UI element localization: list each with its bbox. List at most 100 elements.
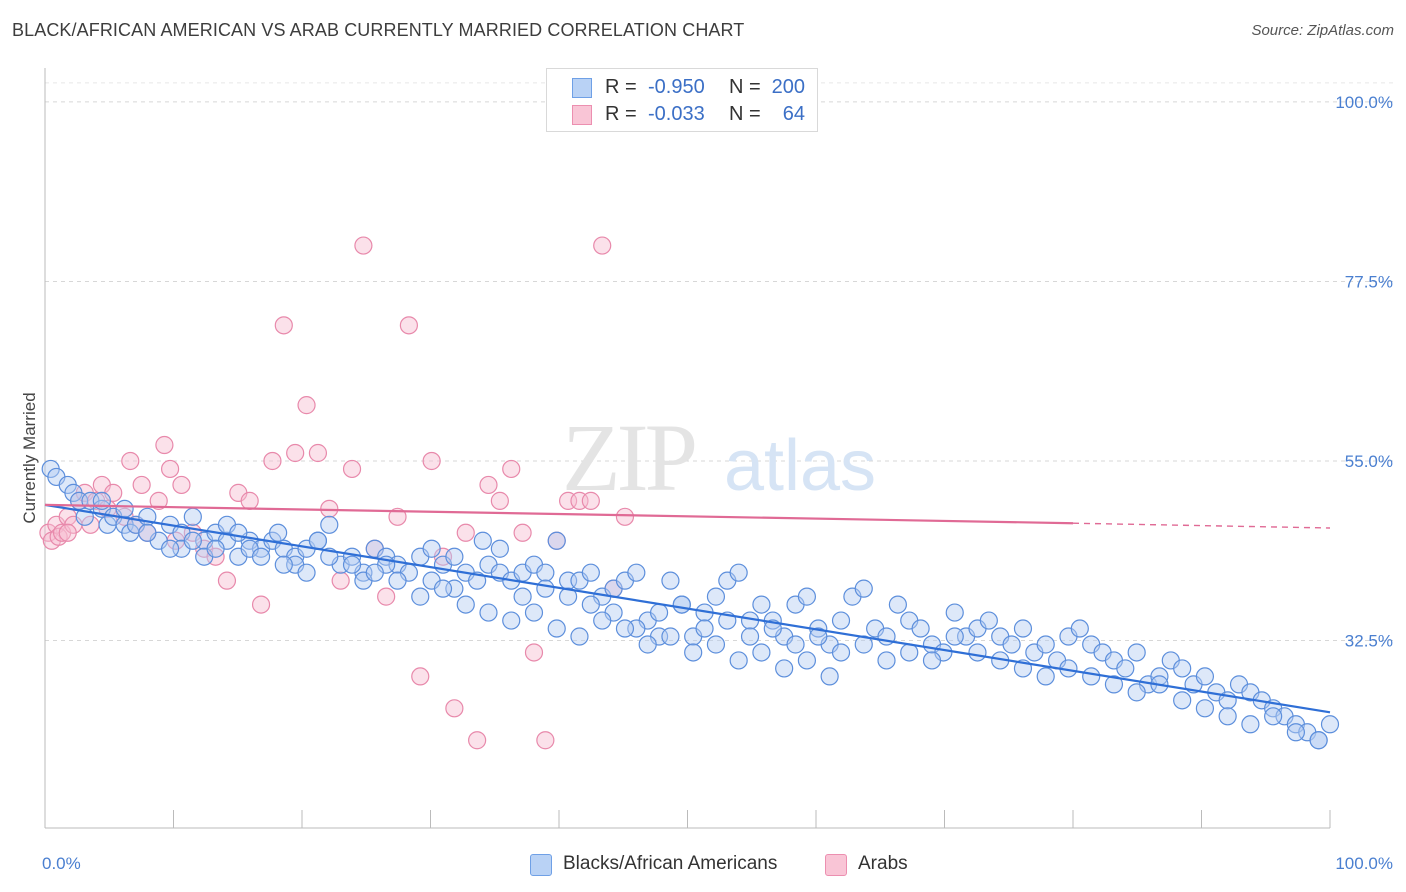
point-arabs [513,523,532,542]
point-blacks [269,523,288,542]
point-blacks [809,627,828,646]
point-blacks [1309,731,1328,750]
point-blacks [581,595,600,614]
point-blacks [706,587,726,606]
legend-label-arabs: Arabs [858,853,908,874]
point-blacks [831,643,851,662]
tick-labels: 32.5% 55.0% 77.5% 100.0% 0.0% 100.0% [42,93,1393,873]
legend-r-value-arabs: -0.033 [648,103,705,125]
x-tick-label: 0.0% [42,854,81,873]
legend-row-arabs: R = -0.033 N = 64 [547,102,817,128]
point-arabs [251,595,271,614]
point-blacks [820,667,839,686]
point-arabs [581,491,600,510]
point-blacks [206,539,225,558]
point-arabs [58,523,77,542]
point-blacks [115,499,134,518]
point-arabs [297,396,316,415]
legend-swatch-arabs [572,105,592,125]
point-blacks [763,619,782,638]
point-blacks [1320,715,1340,734]
point-blacks [1082,667,1101,686]
point-arabs [217,571,237,590]
point-blacks [661,627,680,646]
point-blacks [1013,619,1033,638]
point-blacks [183,507,202,526]
point-blacks [445,547,464,566]
point-blacks [672,595,691,614]
point-blacks [615,619,635,638]
point-blacks [627,563,646,582]
point-blacks [911,619,930,638]
point-blacks [831,611,851,630]
point-blacks [473,531,492,550]
point-blacks [229,523,248,542]
legend-n-label: N = [729,103,761,125]
point-arabs [132,475,151,495]
point-blacks [513,587,532,606]
y-tick-label: 77.5% [1345,272,1393,291]
point-blacks [547,619,566,638]
point-blacks [479,603,498,622]
point-blacks [251,547,271,566]
point-blacks [684,643,703,662]
point-blacks [536,579,555,598]
point-arabs [422,451,441,471]
point-blacks [877,651,896,670]
point-arabs [456,523,475,542]
point-arabs [172,475,191,495]
point-arabs [479,475,498,495]
point-arabs [593,236,612,255]
x-tick-label: 100.0% [1335,854,1393,873]
watermark: ZIP atlas [562,404,876,511]
point-blacks [922,651,942,670]
trend-line-blacks [44,503,1331,714]
legend-label-blacks: Blacks/African Americans [563,853,778,874]
point-blacks [320,515,339,534]
point-arabs [263,451,282,471]
point-blacks [1195,667,1215,686]
point-blacks [752,595,771,614]
y-tick-label: 32.5% [1345,632,1393,651]
legend-r-label: R = [605,76,637,98]
point-arabs [342,459,362,479]
point-blacks [524,603,544,622]
point-blacks [661,571,680,590]
point-arabs [160,459,180,479]
point-blacks [365,563,384,582]
legend-swatch-arabs [825,854,847,876]
watermark-atlas: atlas [724,426,876,506]
series-arabs-points [39,236,635,750]
point-blacks [411,587,430,606]
point-blacks [740,627,760,646]
point-blacks [752,643,771,662]
point-blacks [1286,723,1305,742]
point-blacks [297,563,316,582]
point-blacks [1264,707,1283,726]
point-blacks [308,531,328,550]
point-blacks [1173,691,1192,710]
legend-series: Blacks/African Americans Arabs [0,850,1406,880]
chart-title: BLACK/AFRICAN AMERICAN VS ARAB CURRENTLY… [12,20,745,40]
point-blacks [1218,707,1237,726]
trend-line-arabs-extension [1072,522,1331,529]
point-arabs [411,667,430,686]
point-blacks [1104,675,1124,694]
point-blacks [775,659,794,678]
point-blacks [797,587,817,606]
legend-row-blacks: R = -0.950 N = 200 [547,75,817,101]
point-arabs [536,731,555,750]
point-blacks [581,563,600,582]
point-blacks [1173,659,1192,678]
point-blacks [900,643,919,662]
point-arabs [615,507,635,526]
point-blacks [433,579,453,598]
point-blacks [422,539,441,558]
point-arabs [502,459,521,479]
point-arabs [155,435,174,455]
axes [44,68,1331,829]
point-arabs [149,491,168,510]
point-arabs [354,236,373,255]
